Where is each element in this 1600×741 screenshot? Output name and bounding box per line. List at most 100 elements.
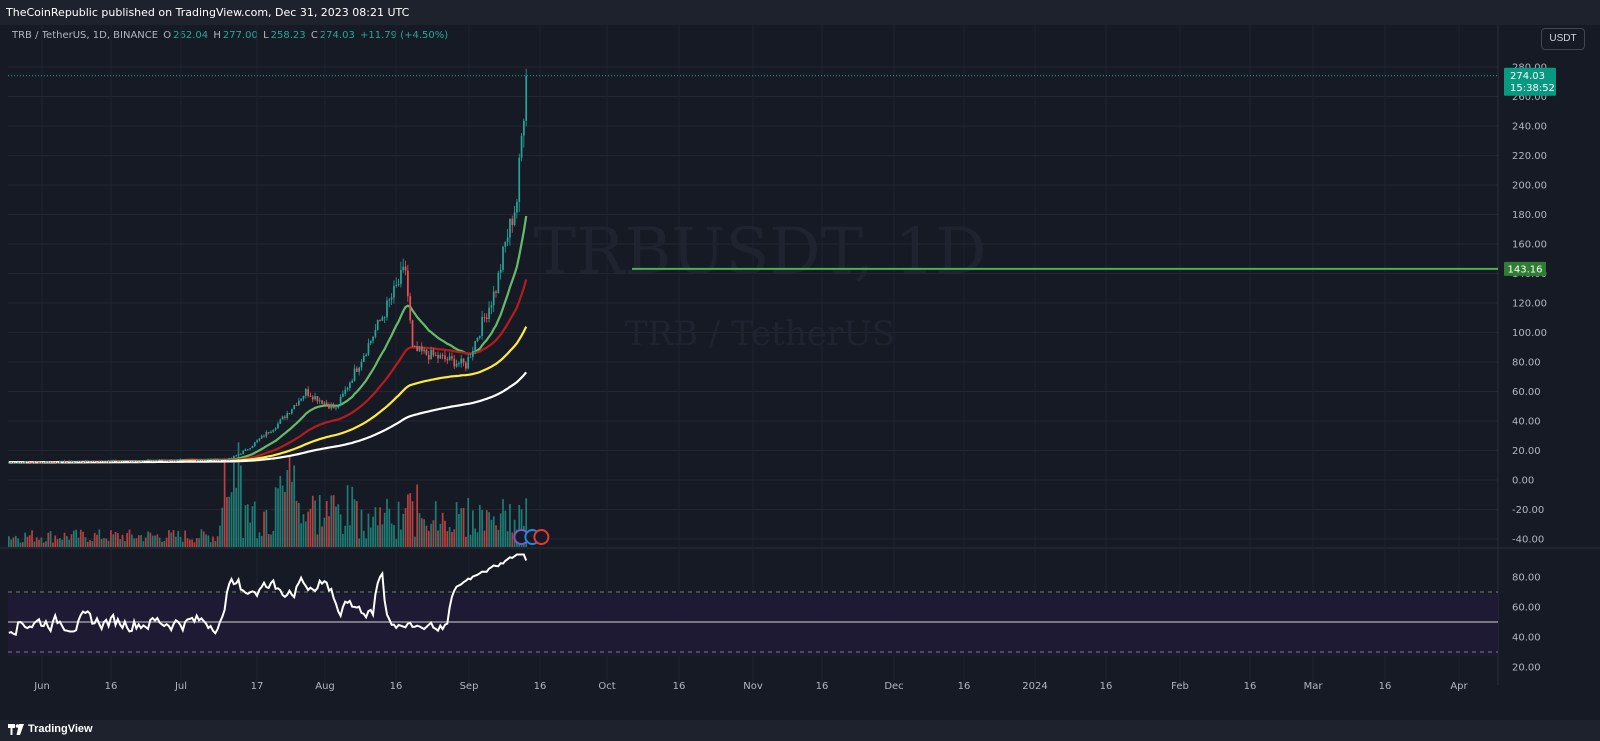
- volume-bar: [79, 529, 82, 547]
- candle-body: [485, 317, 488, 319]
- volume-bar: [342, 534, 344, 547]
- candle-body: [298, 400, 300, 406]
- candle-body: [516, 201, 518, 213]
- volume-bar: [24, 532, 26, 547]
- candle-body: [177, 459, 180, 461]
- volume-bar: [291, 481, 293, 547]
- volume-bar: [207, 535, 210, 547]
- volume-bar: [246, 504, 249, 547]
- volume-bar: [149, 532, 152, 547]
- volume-bar: [337, 504, 340, 547]
- volume-bar: [158, 537, 161, 547]
- candle-body: [202, 460, 205, 461]
- symbol-name[interactable]: TRB / TetherUS, 1D, BINANCE: [12, 30, 159, 41]
- volume-bar: [277, 488, 279, 547]
- volume-bar: [351, 486, 354, 547]
- candle-body: [260, 435, 263, 439]
- volume-bar: [458, 513, 460, 547]
- price-tick-label: 220.00: [1512, 151, 1547, 162]
- volume-bar: [235, 487, 238, 547]
- candle-body: [195, 459, 198, 461]
- volume-bar: [485, 510, 488, 547]
- candle-body: [488, 307, 490, 319]
- time-tick-label: Mar: [1304, 681, 1324, 692]
- candle-body: [112, 460, 115, 462]
- candle-body: [446, 359, 449, 361]
- candle-body: [381, 317, 384, 321]
- volume-bar: [346, 485, 349, 547]
- candle-body: [448, 356, 451, 361]
- candle-body: [237, 454, 240, 456]
- volume-bar: [19, 542, 22, 547]
- candle-body: [240, 453, 242, 455]
- candle-body: [416, 346, 419, 351]
- volume-bar: [93, 532, 96, 547]
- volume-bar: [142, 541, 145, 547]
- volume-bar: [451, 532, 453, 547]
- candle-body: [188, 459, 191, 460]
- candle-body: [379, 320, 381, 321]
- candle-body: [156, 460, 159, 462]
- candle-body: [353, 368, 356, 381]
- price-tick-label: 20.00: [1512, 446, 1541, 457]
- rsi-tick-label: 20.00: [1512, 663, 1541, 674]
- time-tick-label: 16: [958, 681, 971, 692]
- volume-bar: [483, 530, 486, 547]
- candle-body: [33, 461, 36, 463]
- volume-bar: [186, 538, 189, 547]
- volume-bar: [133, 538, 135, 547]
- candle-body: [360, 361, 363, 368]
- resistance-price-tag[interactable]: [1504, 261, 1546, 276]
- volume-bar: [349, 525, 351, 547]
- candle-body: [481, 317, 483, 337]
- volume-bar: [10, 539, 13, 547]
- candle-body: [233, 455, 235, 459]
- candle-body: [332, 404, 335, 409]
- volume-bar: [270, 534, 272, 547]
- candle-body: [469, 356, 472, 358]
- price-axis[interactable]: 280.00260.00240.00220.00200.00180.00160.…: [8, 63, 1556, 674]
- candle-body: [105, 461, 108, 463]
- candle-body: [38, 461, 40, 464]
- candle-body: [439, 355, 442, 359]
- volume-bar: [404, 508, 407, 547]
- candle-body: [126, 460, 129, 462]
- time-axis[interactable]: Jun 16 Jul 17 Aug 16 Sep 16 Oct 16 Nov 16 Dec 16 2024 1…: [33, 681, 1468, 692]
- candle-body: [133, 460, 135, 462]
- rsi-line: [8, 553, 528, 637]
- volume-bar: [114, 531, 117, 547]
- candle-body: [258, 438, 261, 441]
- candle-body: [420, 346, 423, 352]
- candle-body: [163, 460, 166, 462]
- last-price-tag[interactable]: [1504, 67, 1556, 96]
- candle-body: [476, 337, 479, 342]
- volume-bar: [182, 541, 184, 547]
- candle-body: [293, 405, 296, 410]
- volume-bar: [52, 542, 54, 547]
- chart-area[interactable]: TRBUSDT, 1D TRB / TetherUS 280.00260.002…: [0, 25, 1600, 720]
- candle-body: [423, 349, 425, 352]
- candle-body: [246, 449, 249, 451]
- price-tick-label: -20.00: [1512, 505, 1544, 516]
- symbol-bar: TRB / TetherUS, 1D, BINANCE O 262.04 H 277…: [12, 30, 450, 41]
- volume-bar: [365, 538, 367, 547]
- candle-body: [311, 396, 314, 400]
- candle-body: [147, 459, 149, 461]
- volume-bar: [518, 504, 521, 547]
- volume-bar: [228, 496, 231, 547]
- candle-body: [388, 299, 391, 301]
- candle-body: [430, 350, 432, 360]
- currency-button[interactable]: USDT: [1541, 28, 1585, 50]
- volume-bar: [240, 465, 242, 547]
- candle-body: [128, 460, 131, 462]
- volume-bar: [126, 533, 129, 547]
- candle-body: [184, 459, 187, 460]
- volume-bar: [476, 532, 479, 547]
- event-markers[interactable]: [513, 529, 550, 545]
- candle-body: [12, 462, 15, 464]
- event-marker-icon[interactable]: [533, 529, 550, 545]
- volume-bar: [420, 518, 423, 547]
- candle-body: [411, 320, 414, 347]
- candle-body: [390, 297, 393, 300]
- volume-bar: [474, 528, 477, 547]
